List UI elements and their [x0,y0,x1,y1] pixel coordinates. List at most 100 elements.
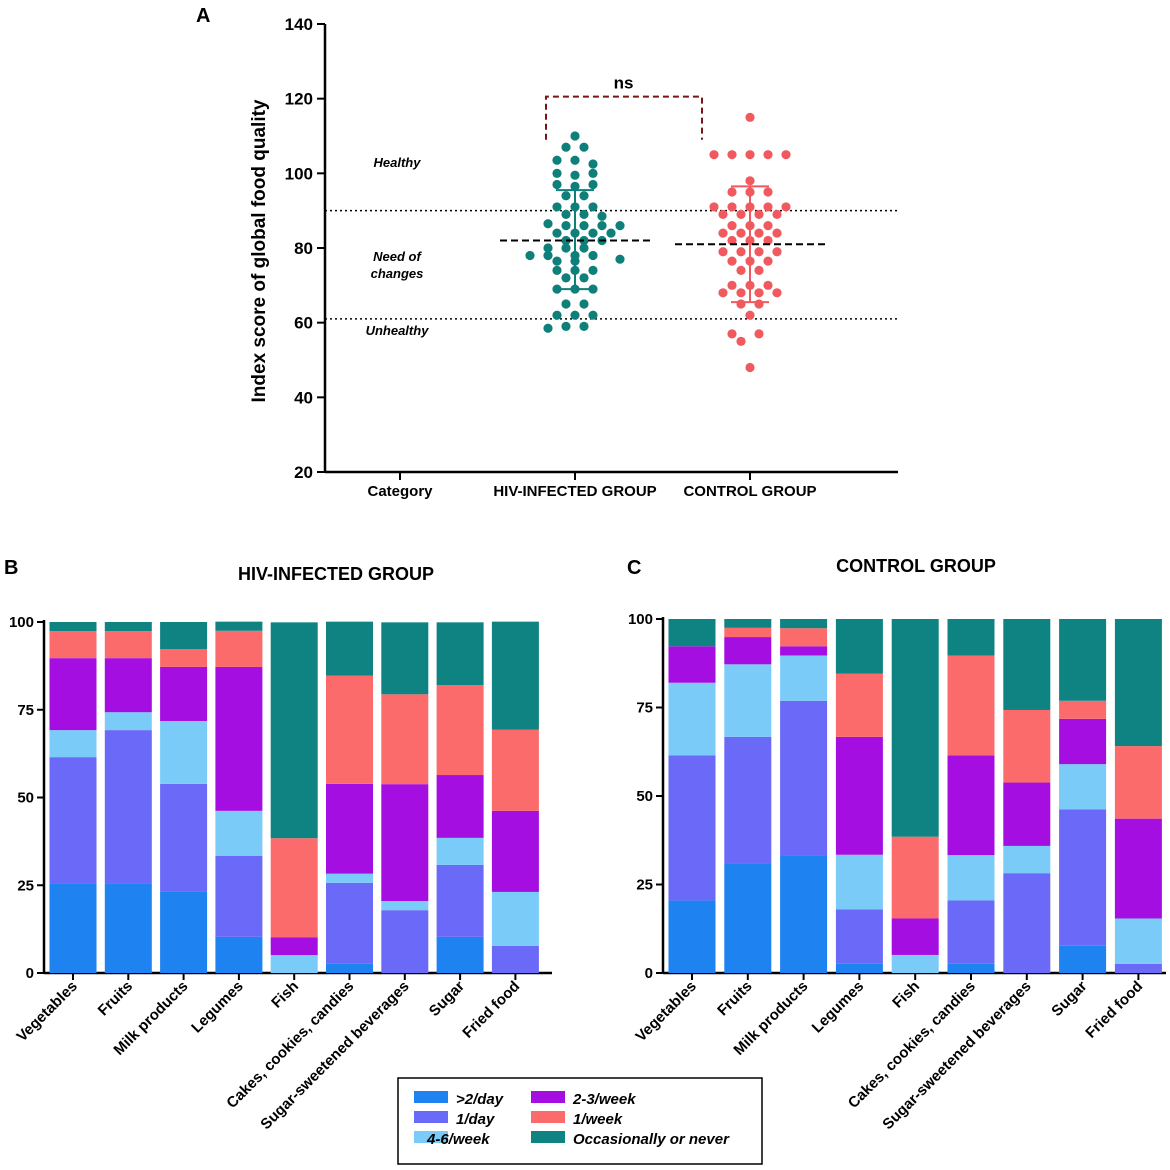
data-point [763,235,773,246]
y-tick-label: 75 [636,700,653,717]
data-point [561,191,571,201]
data-point [736,209,746,219]
y-axis-label-a: Index score of global food quality [249,99,270,402]
data-point [754,209,764,219]
data-point [763,187,773,197]
x-category-label: Vegetables [13,978,80,1045]
bar-segment [326,882,373,964]
bar-segment [270,937,318,956]
bar-segment [947,755,995,856]
data-point [754,288,764,298]
bar-segment [160,720,208,784]
bar-segment [160,783,208,892]
bar-segment [436,864,484,937]
bar-segment [1003,845,1051,874]
data-point [543,323,553,333]
data-point [588,179,598,190]
bar-segment [270,622,318,839]
bar-segment [104,883,152,973]
bar-segment [436,936,484,973]
stacked-bar-panel-b: HIV-INFECTED GROUP 0 25 50 75 100 Vegetables F… [9,564,552,1133]
bar-segment [104,712,152,731]
panel-label-c: C [627,557,641,579]
bar-segment [780,646,828,656]
x-category-label: Sugar [426,978,468,1020]
bar-segment [947,855,995,901]
bar-segment [1114,918,1162,964]
legend: >2/day 2-3/week 1/day 1/week 4-6/week Occasio… [397,1077,763,1165]
bar-segment [270,838,318,938]
bar-segment [104,622,152,632]
legend-swatch [414,1091,448,1103]
y-tick-label: 75 [17,702,34,719]
data-point [754,299,764,309]
data-point [588,310,598,320]
data-point [727,256,737,266]
data-point [736,336,746,346]
bar-segment [835,909,883,964]
data-point [579,142,589,152]
data-point [588,265,598,275]
bar-segment [891,619,939,837]
x-category-label: Fried food [1082,978,1146,1042]
data-point [745,176,755,186]
significance-bracket [545,95,703,140]
data-point [763,221,773,231]
bar-segment [491,810,539,892]
chart-title-c: CONTROL GROUP [836,556,996,576]
bar-segment [1114,746,1162,819]
bar-segment [724,637,772,665]
bar-segment [160,622,208,650]
y-tick-label: 120 [285,90,313,109]
x-category-label: Category [367,483,433,500]
data-point [579,209,589,219]
data-point [763,150,773,160]
bar-segment [1059,945,1107,973]
data-point [561,299,571,309]
y-tick-label: 140 [285,15,313,34]
bar-segment [1059,764,1107,810]
scatter-panel-a: Index score of global food quality Healt… [249,15,898,500]
panel-label-b: B [4,557,18,579]
data-point [754,329,764,339]
series-control [675,112,825,373]
y-tick-label: 100 [9,614,34,631]
data-point [615,221,625,231]
bar-segment [381,784,429,902]
bar-segment [835,854,883,910]
data-point [763,256,773,266]
bar-segment [780,628,828,647]
data-point [552,228,562,238]
bar-segment [1003,619,1051,710]
data-point [772,247,782,257]
x-category-label: Fried food [459,978,523,1042]
bar-segment [891,918,939,955]
data-point [570,310,580,320]
bar-segment [49,730,97,758]
bar-segment [780,700,828,856]
zone-label-line: changes [371,266,424,281]
data-point [561,142,571,152]
bar-segment [835,673,883,737]
data-point [597,211,607,221]
bar-segment [436,622,484,686]
data-point [727,235,737,246]
bar-segment [780,855,828,973]
data-point [561,243,571,253]
data-point [588,168,598,178]
bar-segment [49,631,97,659]
y-tick-label: 40 [294,388,313,407]
legend-swatch [414,1131,448,1143]
bar-segment [947,655,995,756]
data-point [727,150,737,160]
bar-segment [381,622,429,695]
y-tick-label: 20 [294,463,313,482]
bar-segment [947,963,995,973]
bar-segment [215,855,263,937]
bar-segment [491,891,539,946]
bar-segment [891,836,939,919]
bar-segment [49,757,97,884]
x-category-label: Vegetables [632,978,699,1045]
data-point [543,250,553,261]
bar-segment [215,810,263,856]
